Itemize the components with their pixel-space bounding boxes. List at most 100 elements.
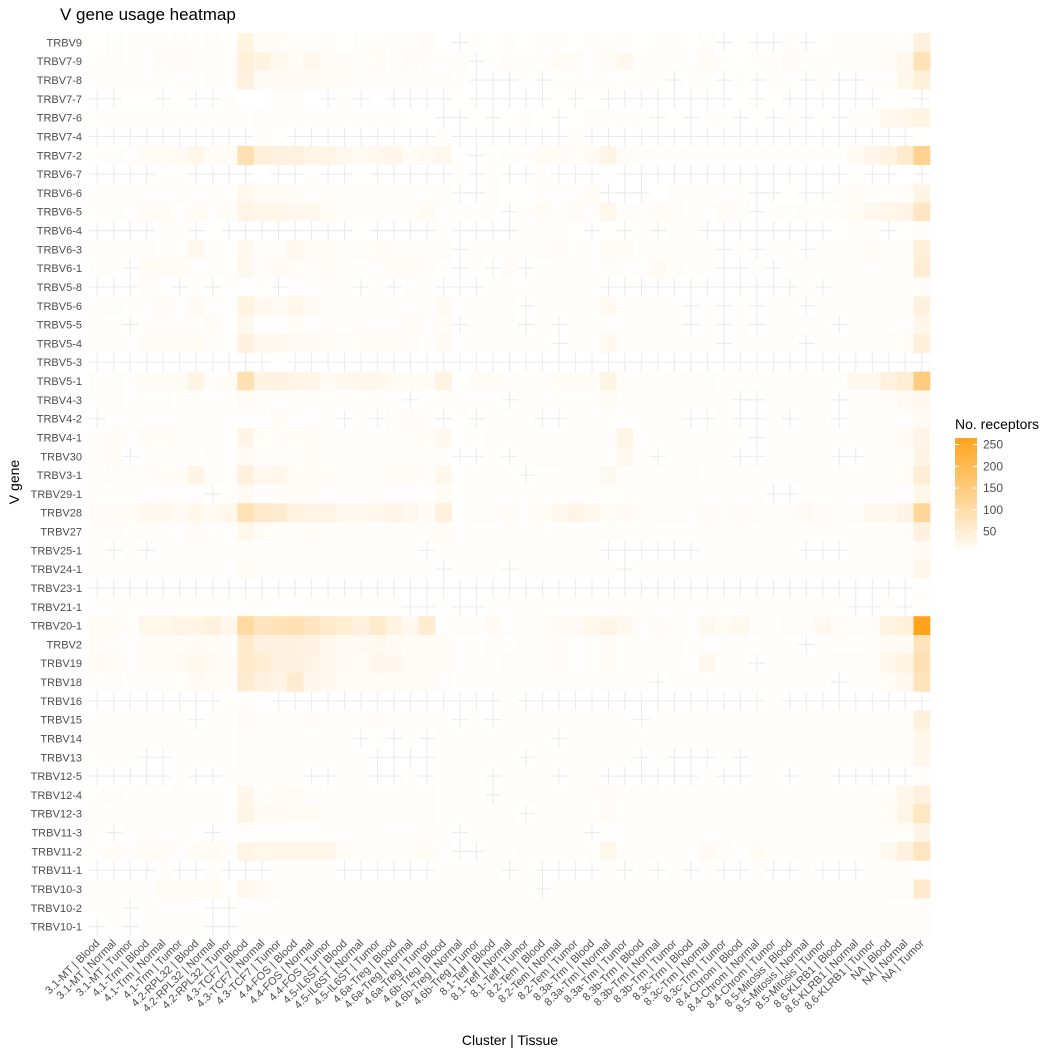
- heatmap-cell: [765, 334, 782, 354]
- heatmap-cell: [253, 258, 271, 278]
- heatmap-cell: [286, 296, 304, 316]
- heatmap-cell: [237, 89, 255, 109]
- heatmap-cell: [715, 635, 733, 655]
- heatmap-cell: [814, 239, 832, 260]
- heatmap-cell: [484, 804, 502, 824]
- heatmap-cell: [781, 315, 799, 335]
- heatmap-cell: [913, 33, 931, 53]
- heatmap-cell: [534, 729, 552, 749]
- heatmap-cell: [583, 785, 601, 805]
- heatmap-cell: [220, 315, 238, 335]
- y-tick-label: TRBV7-7: [37, 94, 82, 106]
- heatmap-cell: [781, 465, 799, 485]
- heatmap-cell: [633, 145, 650, 165]
- heatmap-cell: [484, 202, 502, 222]
- heatmap-cell: [781, 653, 799, 673]
- y-tick-label: TRBV14: [40, 733, 82, 745]
- y-tick-label: TRBV28: [40, 508, 82, 520]
- heatmap-cell: [418, 296, 436, 316]
- heatmap-cell: [682, 371, 700, 391]
- heatmap-cell: [633, 503, 650, 523]
- heatmap-cell: [336, 33, 354, 53]
- heatmap-cell: [352, 239, 370, 260]
- heatmap-cell: [781, 597, 799, 617]
- heatmap-cell: [781, 540, 799, 561]
- heatmap-cell: [270, 465, 288, 485]
- heatmap-cell: [864, 446, 881, 466]
- heatmap-cell: [418, 334, 436, 354]
- heatmap-cell: [880, 108, 898, 128]
- heatmap-cell: [534, 371, 552, 391]
- heatmap-cell: [864, 785, 881, 805]
- heatmap-cell: [105, 917, 123, 937]
- heatmap-cell: [649, 710, 667, 730]
- heatmap-cell: [517, 70, 535, 90]
- heatmap-cell: [385, 371, 403, 391]
- heatmap-cell: [369, 51, 387, 71]
- heatmap-cell: [105, 672, 123, 692]
- heatmap-cell: [187, 183, 205, 203]
- y-tick-label: TRBV6-6: [37, 188, 82, 200]
- heatmap-cell: [286, 428, 304, 448]
- heatmap-cell: [897, 898, 914, 918]
- heatmap-cell: [880, 484, 898, 504]
- heatmap-cell: [204, 334, 222, 354]
- heatmap-cell: [187, 841, 205, 862]
- heatmap-cell: [435, 334, 453, 354]
- heatmap-cell: [897, 183, 914, 203]
- heatmap-cell: [418, 522, 436, 542]
- heatmap-cell: [633, 334, 650, 354]
- heatmap-cell: [600, 484, 617, 504]
- heatmap-cell: [89, 334, 106, 354]
- heatmap-cell: [253, 503, 271, 523]
- heatmap-cell: [303, 653, 321, 673]
- heatmap-cell: [633, 879, 650, 899]
- heatmap-cell: [633, 860, 650, 880]
- heatmap-cell: [781, 33, 799, 53]
- heatmap-cell: [583, 729, 601, 749]
- heatmap-cell: [121, 371, 139, 391]
- heatmap-cell: [847, 145, 865, 165]
- heatmap-cell: [451, 334, 469, 354]
- heatmap-cell: [831, 785, 848, 805]
- heatmap-cell: [864, 465, 881, 485]
- heatmap-cell: [468, 729, 486, 749]
- heatmap-cell: [781, 823, 799, 843]
- heatmap-cell: [831, 917, 848, 937]
- heatmap-cell: [814, 616, 832, 636]
- y-tick-label: TRBV11-2: [31, 846, 82, 858]
- heatmap-cell: [171, 540, 189, 561]
- heatmap-cell: [352, 108, 370, 128]
- heatmap-cell: [286, 371, 304, 391]
- heatmap-cell: [105, 239, 123, 260]
- heatmap-cell: [583, 766, 601, 786]
- heatmap-cell: [814, 428, 832, 448]
- heatmap-cell: [187, 428, 205, 448]
- heatmap-cell: [253, 70, 271, 90]
- heatmap-cell: [732, 841, 749, 862]
- heatmap-cell: [385, 841, 403, 862]
- heatmap-cell: [633, 202, 650, 222]
- heatmap-cell: [468, 747, 486, 767]
- heatmap-cell: [633, 597, 650, 617]
- heatmap-cell: [154, 390, 172, 410]
- heatmap-cell: [187, 879, 205, 899]
- heatmap-cell: [583, 710, 601, 730]
- heatmap-cell: [666, 672, 683, 692]
- heatmap-cell: [171, 635, 189, 655]
- heatmap-cell: [468, 33, 486, 53]
- heatmap-cell: [583, 33, 601, 53]
- heatmap-cell: [699, 559, 716, 579]
- heatmap-cell: [501, 898, 519, 918]
- heatmap-cell: [220, 785, 238, 805]
- heatmap-cell: [798, 277, 815, 297]
- heatmap-cell: [402, 484, 420, 504]
- heatmap-cell: [303, 334, 321, 354]
- heatmap-cell: [402, 315, 420, 335]
- heatmap-cell: [385, 823, 403, 843]
- heatmap-cell: [121, 672, 139, 692]
- heatmap-cell: [534, 823, 552, 843]
- heatmap-cell: [583, 635, 601, 655]
- heatmap-cell: [814, 315, 832, 335]
- heatmap-cell: [303, 635, 321, 655]
